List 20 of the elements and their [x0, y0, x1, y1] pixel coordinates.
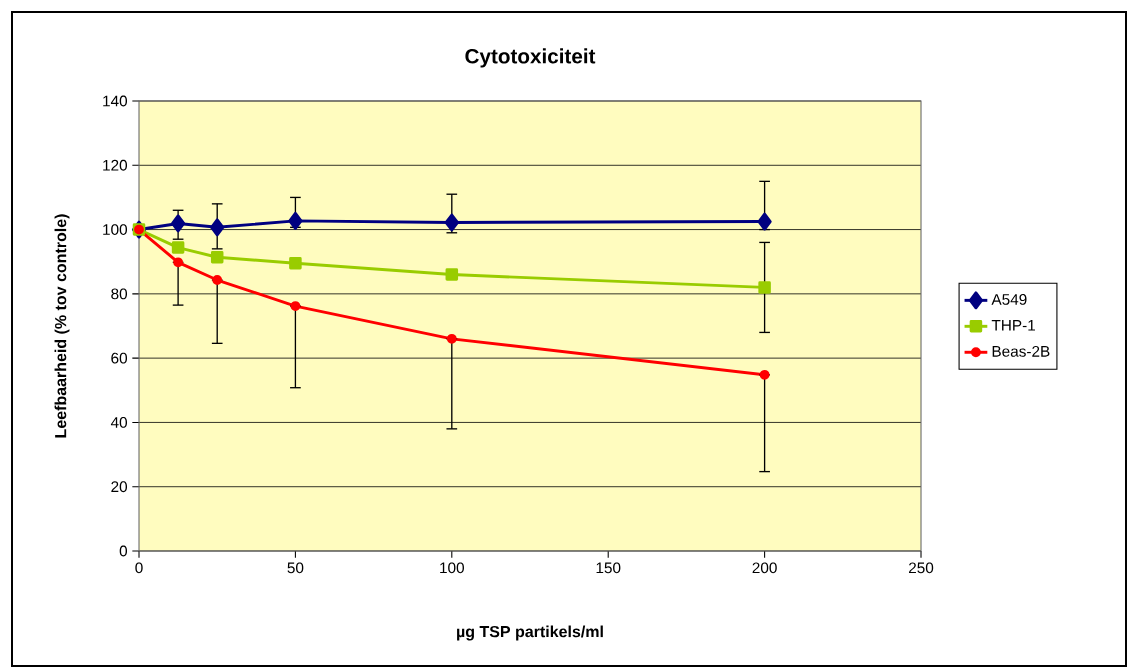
x-tick-label: 200	[752, 562, 777, 574]
y-tick-label: 100	[103, 224, 128, 235]
x-tick-label: 150	[596, 562, 621, 574]
y-tick-label: 60	[111, 352, 128, 364]
x-tick-label: 100	[440, 562, 464, 574]
x-tick-label: 250	[908, 562, 934, 574]
y-tick-label: 20	[111, 481, 128, 493]
legend-label: A549	[991, 294, 1027, 305]
y-tick-label: 120	[103, 159, 128, 171]
y-tick-label: 140	[103, 95, 128, 107]
x-tick-label: 0	[135, 562, 143, 574]
chart-title: Cytotoxiciteit	[465, 48, 596, 68]
y-tick-label: 80	[111, 288, 128, 300]
x-axis-title: µg TSP partikels/ml	[457, 625, 603, 641]
y-axis-title: Leefbaarheid (% tov controle)	[54, 214, 70, 438]
legend-label: Beas-2B	[992, 345, 1050, 357]
legend-label: THP-1	[991, 320, 1035, 331]
x-tick-label: 50	[287, 562, 304, 574]
y-tick-label: 40	[110, 417, 128, 428]
y-tick-label: 0	[119, 545, 128, 557]
